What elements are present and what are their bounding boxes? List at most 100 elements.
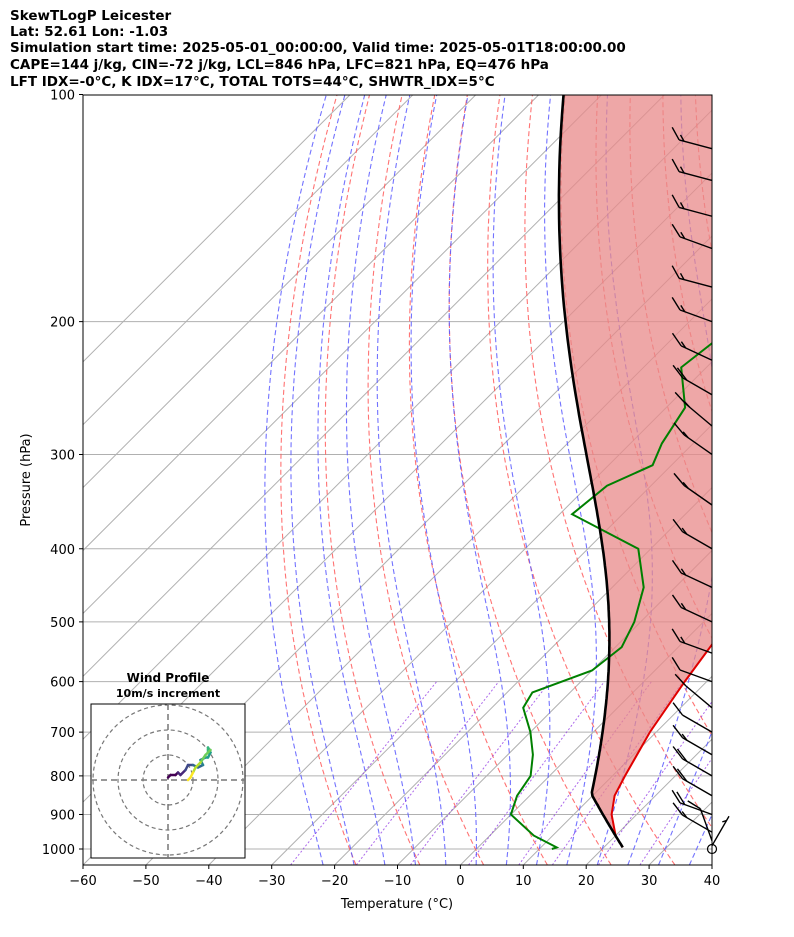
wind-barb-shaft bbox=[679, 236, 713, 250]
wind-barb-half-flag bbox=[681, 811, 688, 819]
wind-barb bbox=[672, 702, 713, 733]
dry-adiabat-line bbox=[324, 95, 421, 865]
wind-barb bbox=[671, 126, 713, 150]
mixing-ratio-line bbox=[409, 681, 551, 865]
p-tick-label: 500 bbox=[50, 616, 75, 631]
wind-barb-flag bbox=[672, 765, 684, 780]
p-tick-label: 700 bbox=[50, 726, 75, 741]
wind-barb bbox=[672, 724, 713, 756]
wind-barb bbox=[671, 158, 713, 182]
wind-barb-flag bbox=[676, 791, 686, 805]
x-tick-label: 30 bbox=[641, 874, 658, 889]
wind-barb bbox=[672, 746, 713, 777]
isotherm-line bbox=[83, 95, 351, 363]
x-tick-label: −60 bbox=[69, 874, 96, 889]
hodograph-segment bbox=[199, 753, 207, 764]
moist-adiabat-line bbox=[627, 95, 712, 865]
wind-barb-flag bbox=[671, 560, 682, 574]
wind-barb-half-flag bbox=[682, 481, 689, 489]
hodograph-inset: Wind Profile 10m/s increment bbox=[90, 671, 246, 859]
moist-adiabat-line bbox=[264, 95, 327, 865]
wind-barb-shaft bbox=[685, 685, 713, 709]
hodograph-subtitle: 10m/s increment bbox=[116, 687, 220, 700]
p-tick-label: 200 bbox=[50, 316, 75, 331]
wind-barb bbox=[671, 560, 713, 588]
wind-barb-flag bbox=[687, 800, 701, 810]
wind-barb-half-flag bbox=[681, 527, 688, 535]
isotherm-line bbox=[397, 549, 712, 865]
dry-adiabat-line bbox=[487, 95, 676, 865]
wind-barb-shaft bbox=[682, 737, 713, 756]
x-tick-label: −30 bbox=[258, 874, 285, 889]
wind-barb-half-flag bbox=[680, 341, 687, 349]
x-tick-label: 40 bbox=[704, 874, 721, 889]
wind-barb-half-flag bbox=[679, 272, 685, 280]
wind-barb bbox=[672, 364, 713, 396]
wind-barb-shaft bbox=[682, 531, 713, 550]
x-tick-label: −20 bbox=[321, 874, 348, 889]
temperature-line bbox=[610, 642, 712, 848]
wind-barb-shaft bbox=[682, 714, 713, 733]
moist-adiabat-line bbox=[720, 95, 794, 866]
wind-barb-shaft bbox=[680, 572, 713, 588]
wind-barb-shaft bbox=[682, 778, 713, 797]
wind-barb bbox=[672, 765, 713, 797]
wind-barb bbox=[671, 194, 713, 217]
dry-adiabat-line bbox=[367, 95, 485, 865]
time-line: Simulation start time: 2025-05-01_00:00:… bbox=[10, 40, 626, 56]
wind-barb-half-flag bbox=[680, 305, 686, 313]
moist-adiabat-line bbox=[492, 95, 551, 865]
wind-barb-flag bbox=[672, 702, 684, 716]
isotherm-line bbox=[334, 486, 712, 865]
mixing-ratio-line bbox=[468, 681, 605, 865]
wind-barb-flag bbox=[671, 789, 681, 804]
wind-barb-flag bbox=[671, 656, 681, 671]
dry-adiabat-line bbox=[728, 95, 794, 866]
wind-barb bbox=[672, 802, 713, 833]
x-tick-label: −50 bbox=[132, 874, 159, 889]
wind-barb-shaft bbox=[679, 309, 713, 323]
x-tick-label: 0 bbox=[456, 874, 464, 889]
wind-barb-shaft bbox=[685, 403, 713, 427]
y-axis-label: Pressure (hPa) bbox=[19, 433, 34, 526]
wind-barb bbox=[671, 789, 713, 816]
wind-barb-shaft bbox=[679, 640, 713, 654]
wind-barb bbox=[672, 518, 713, 550]
p-tick-label: 400 bbox=[50, 543, 75, 558]
wind-barb bbox=[671, 223, 713, 250]
moist-adiabat-line bbox=[345, 95, 417, 865]
wind-barb-shaft bbox=[680, 345, 713, 361]
wind-barb-shaft bbox=[679, 669, 713, 683]
dewpoint-line bbox=[509, 341, 712, 850]
mixing-ratio-line bbox=[290, 681, 438, 865]
wind-barb-half-flag bbox=[679, 166, 685, 174]
wind-barb bbox=[673, 472, 713, 506]
wind-barb-shaft bbox=[678, 206, 713, 217]
wind-barb bbox=[671, 594, 713, 623]
wind-barb bbox=[671, 296, 713, 323]
mixing-ratio-line bbox=[639, 757, 712, 865]
x-axis-label: Temperature (°C) bbox=[340, 897, 453, 912]
p-tick-label: 900 bbox=[50, 808, 75, 823]
wind-barb-half-flag bbox=[680, 636, 686, 644]
wind-barb-flag bbox=[671, 628, 681, 642]
wind-barb-shaft bbox=[680, 606, 713, 623]
x-tick-label: −10 bbox=[384, 874, 411, 889]
x-tick-label: −40 bbox=[195, 874, 222, 889]
wind-barb-shaft bbox=[683, 484, 713, 506]
wind-barb-half-flag bbox=[681, 733, 688, 741]
isotherm-line bbox=[711, 864, 712, 865]
wind-barb bbox=[674, 673, 713, 709]
isotherm-line bbox=[522, 675, 712, 865]
wind-barb-half-flag bbox=[680, 231, 686, 239]
index-line: LFT IDX=-0°C, K IDX=17°C, TOTAL TOTS=44°… bbox=[10, 74, 495, 90]
wind-barb-half-flag bbox=[683, 400, 691, 408]
axis-layer: −60 −50 −40 −30 −20 −10 0 10 20 30 40 100 200 300 400 5… bbox=[42, 89, 720, 890]
wind-barb-half-flag bbox=[682, 431, 689, 439]
hodograph-segment bbox=[186, 776, 192, 782]
wind-barb-shaft bbox=[682, 814, 713, 833]
isotherm-line bbox=[460, 612, 712, 865]
wind-barb-flag bbox=[672, 724, 684, 739]
isotherm-line bbox=[83, 95, 477, 489]
isotherm-line bbox=[145, 298, 712, 865]
